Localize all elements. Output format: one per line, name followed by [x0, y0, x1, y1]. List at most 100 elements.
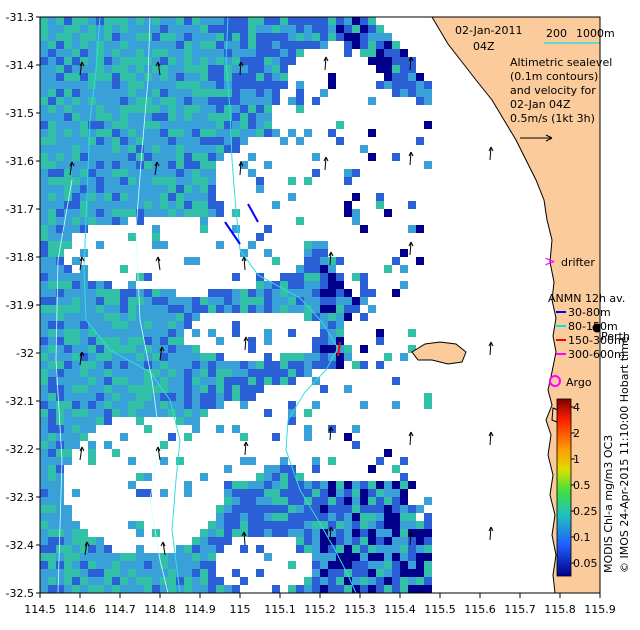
drifter-track-2 [247, 203, 259, 223]
credit-text: © IMOS 24-Apr-2015 11:10:00 Hobart time [618, 336, 631, 573]
velocity-arrow-head [488, 431, 494, 437]
velocity-arrow-head [69, 161, 75, 167]
x-tick-label: 115.8 [544, 603, 576, 616]
velocity-arrow [243, 256, 246, 271]
velocity-arrow [157, 446, 161, 461]
velocity-arrow [409, 56, 412, 71]
x-axis: 114.5 114.6 114.7 114.8 114.9 115 115.1 115.2 11… [24, 593, 616, 616]
colorbar-tick-label: 2 [573, 427, 580, 440]
contour-west [55, 179, 73, 593]
title-date: 02-Jan-2011 [455, 24, 523, 37]
velocity-arrow [79, 61, 83, 76]
y-tick-label: -31.6 [6, 155, 34, 168]
velocity-arrow-head [408, 56, 414, 62]
perth-marker [592, 323, 600, 333]
colorbar-tick-label: 0.5 [573, 479, 591, 492]
x-tick-label: 115.2 [304, 603, 336, 616]
velocity-arrow-head [243, 441, 249, 447]
velocity-arrow [79, 351, 83, 366]
y-tick-label: -31.8 [6, 251, 34, 264]
scale-arrow-head [545, 134, 553, 142]
velocity-arrow-head [328, 526, 334, 532]
y-tick-label: -32.1 [6, 395, 34, 408]
contour-mid [135, 17, 169, 593]
y-tick-label: -31.3 [6, 11, 34, 24]
velocity-arrow-head [328, 426, 334, 432]
velocity-arrow-head [155, 256, 161, 262]
x-tick-label: 114.7 [104, 603, 136, 616]
y-tick-label: -32.4 [6, 539, 34, 552]
velocity-arrow [79, 256, 83, 271]
velocity-arrow [409, 431, 412, 446]
y-tick-label: -31.4 [6, 59, 34, 72]
legend-200: 200 [546, 27, 567, 40]
drifter-track [224, 221, 241, 245]
velocity-arrow [489, 526, 492, 541]
colorbar-tick-label: 0.25 [573, 505, 598, 518]
x-tick-label: 114.9 [184, 603, 216, 616]
velocity-arrow-head [328, 251, 334, 257]
y-tick-label: -31.7 [6, 203, 34, 216]
velocity-arrow-head [79, 446, 85, 452]
colorbar-ticks: 4 2 1 0.5 0.25 0.1 0.05 [571, 401, 598, 570]
rottnest-island [411, 341, 467, 365]
velocity-arrow [239, 61, 242, 76]
drifter-marker: > [544, 254, 556, 270]
velocity-arrow-head [408, 431, 414, 437]
velocity-arrow-head [238, 61, 244, 67]
velocity-arrow [324, 56, 327, 71]
colorbar [556, 398, 572, 577]
argo-marker [549, 375, 561, 387]
velocity-arrow [157, 61, 161, 76]
y-axis: -31.3 -31.4 -31.5 -31.6 -31.7 -31.8 -31.9 -32 -3… [6, 11, 40, 600]
x-tick-label: 115.5 [424, 603, 456, 616]
velocity-arrow [244, 441, 247, 456]
desc-line1: Altimetric sealevel [510, 56, 612, 69]
velocity-arrow [239, 161, 242, 176]
velocity-arrow-head [84, 541, 90, 547]
mooring-arrow [337, 341, 341, 357]
velocity-arrow-head [160, 541, 166, 547]
velocity-arrow [243, 531, 246, 546]
x-tick-label: 115 [230, 603, 251, 616]
anmn-depth-1: 30-80m [568, 306, 611, 319]
velocity-arrow [324, 156, 327, 171]
anmn-depth-3: 150-300m [568, 334, 625, 347]
velocity-arrow [489, 146, 492, 161]
velocity-arrow-head [488, 526, 494, 532]
velocity-arrow [409, 531, 412, 546]
x-tick-label: 115.7 [504, 603, 536, 616]
velocity-arrow [84, 541, 88, 556]
contour-1000m [83, 17, 181, 593]
contour-200m [225, 17, 357, 593]
desc-line4: 02-Jan 04Z [510, 98, 571, 111]
velocity-arrow-head [323, 156, 329, 162]
velocity-arrow-head [155, 446, 161, 452]
velocity-arrow-head [408, 151, 414, 157]
chlorophyll-field [40, 17, 432, 593]
velocity-arrow [329, 251, 332, 266]
velocity-arrow-head [154, 161, 160, 167]
velocity-arrow-head [79, 351, 85, 357]
velocity-arrow-head [79, 256, 85, 262]
velocity-arrow [409, 151, 412, 166]
velocity-arrow-head [408, 531, 414, 537]
velocity-arrow-head [155, 61, 161, 67]
x-tick-label: 114.5 [24, 603, 56, 616]
x-tick-label: 115.1 [264, 603, 296, 616]
velocity-arrow [489, 341, 492, 356]
velocity-arrow [244, 336, 247, 351]
colorbar-label: MODIS Chl-a mg/m3 OC3 [602, 435, 615, 573]
velocity-arrows [69, 56, 494, 556]
colorbar-tick-label: 4 [573, 401, 580, 414]
velocity-arrow [162, 541, 166, 556]
drifter-label: drifter [561, 256, 595, 269]
colorbar-tick-label: 1 [573, 453, 580, 466]
y-tick-label: -32.2 [6, 443, 34, 456]
velocity-arrow [329, 426, 332, 441]
velocity-arrow-head [159, 346, 165, 352]
argo-label: Argo [566, 376, 592, 389]
velocity-arrow-head [408, 241, 414, 247]
velocity-arrow [159, 346, 163, 361]
colorbar-tick-label: 0.1 [573, 531, 591, 544]
